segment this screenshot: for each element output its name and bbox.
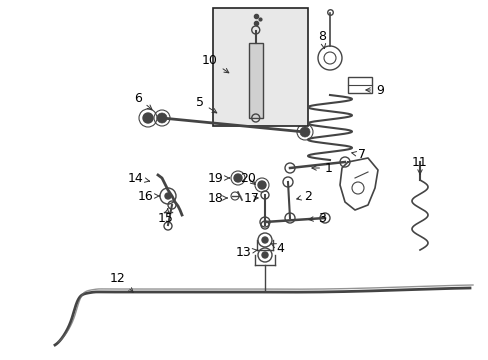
Text: 3: 3 <box>308 211 325 225</box>
Text: 12: 12 <box>110 271 133 292</box>
Text: 6: 6 <box>134 91 152 109</box>
Bar <box>248 43 262 118</box>
Text: 5: 5 <box>196 95 216 113</box>
Circle shape <box>299 127 309 137</box>
Text: 11: 11 <box>411 156 427 174</box>
Text: 9: 9 <box>365 84 383 96</box>
Circle shape <box>157 113 167 123</box>
Text: 19: 19 <box>208 171 229 184</box>
Text: 14: 14 <box>128 171 149 184</box>
Circle shape <box>262 237 267 243</box>
Circle shape <box>262 252 267 258</box>
Text: 16: 16 <box>138 189 159 202</box>
Text: 15: 15 <box>158 208 174 225</box>
Text: 4: 4 <box>270 242 284 255</box>
Text: 1: 1 <box>311 162 332 175</box>
Circle shape <box>258 181 265 189</box>
Bar <box>213 8 307 126</box>
Bar <box>347 77 371 93</box>
Text: 2: 2 <box>296 189 311 202</box>
Text: 7: 7 <box>351 148 365 162</box>
Text: 17: 17 <box>244 192 260 204</box>
Text: 20: 20 <box>240 171 255 184</box>
Circle shape <box>234 174 242 182</box>
Circle shape <box>164 193 171 199</box>
Text: 10: 10 <box>202 54 228 73</box>
Text: 13: 13 <box>236 246 257 258</box>
Text: 18: 18 <box>207 192 226 204</box>
Text: 8: 8 <box>317 30 325 48</box>
Circle shape <box>142 113 153 123</box>
